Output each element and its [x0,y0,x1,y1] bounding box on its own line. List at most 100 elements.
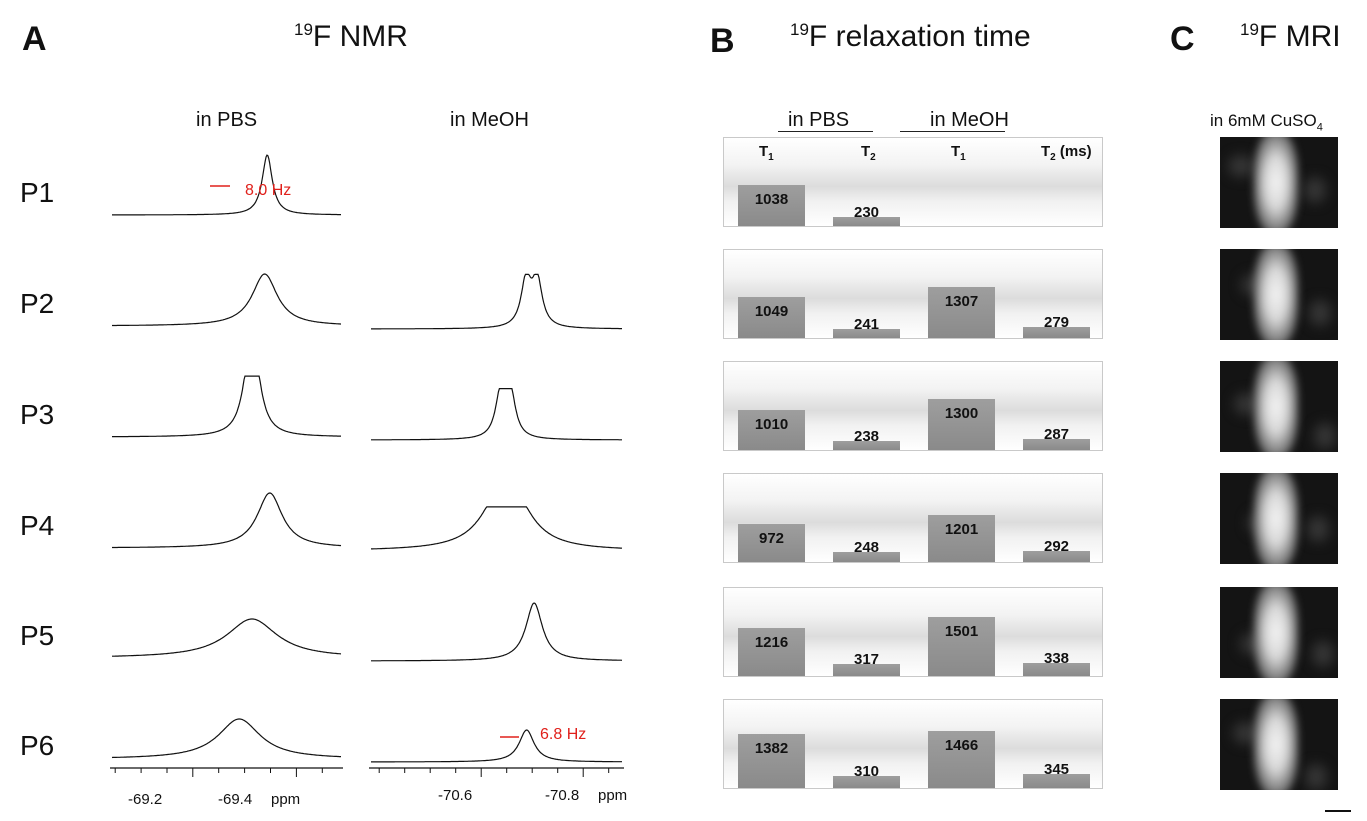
relax-value-label: 310 [853,763,880,780]
title-rest-a: F NMR [312,20,408,53]
relax-bar-p3-2: 1300 [928,399,995,450]
nmr-header-pbs: in PBS [196,109,258,131]
relax-row-p3: 1010 238 1300 287 [723,361,1103,451]
meoh-tick-1: -70.6 [438,787,473,804]
relax-value-label: 1501 [944,623,979,640]
mri-image-p1 [1220,137,1338,228]
relax-col-head-sub: 2 [1050,152,1056,163]
meoh-axis-unit: ppm [598,787,628,804]
relax-bar-p4-0: 972 [738,524,805,562]
relax-header-pbs: in PBS [788,109,850,131]
relax-value-label: 1466 [944,737,979,754]
scale-bar [1325,810,1351,812]
relax-value-label: 1300 [944,405,979,422]
mri-signal [1254,473,1298,564]
relax-col-head-letter: T [1041,143,1051,160]
mri-noise [1233,722,1259,744]
relax-bar-p6-2: 1466 [928,731,995,788]
mri-signal [1254,587,1298,678]
relax-value-label: 317 [853,651,880,668]
nmr-trace-pbs-p5 [112,618,342,657]
row-label-p3: P3 [20,399,55,430]
relax-value-label: 972 [758,530,785,547]
relax-value-label: 1038 [754,191,789,208]
relax-value-label: 248 [853,539,880,556]
relax-value-label: 230 [853,204,880,221]
title-rest-b: F relaxation time [808,20,1031,53]
nmr-trace-meoh-p2 [371,273,622,330]
nmr-trace-meoh-p3 [371,388,622,441]
mri-signal [1254,361,1298,452]
panel-letter-a: A [22,20,47,58]
nmr-trace-pbs-p4 [112,492,342,549]
relax-col-head-letter: T [951,143,961,160]
relax-bar-p5-2: 1501 [928,617,995,676]
relax-header-pbs-rule [778,131,873,132]
panel-letter-c: C [1170,20,1195,58]
nmr-trace-meoh-p6 [371,729,622,763]
nmr-trace-meoh-p5 [371,602,623,662]
relax-col-head-sub: 1 [960,152,966,163]
row-label-p5: P5 [20,620,55,651]
relax-bar-p5-3: 338 [1023,650,1090,676]
relax-col-head-letter: T [861,143,871,160]
mri-noise [1312,641,1334,667]
mri-noise [1309,300,1331,326]
relax-value-label: 338 [1043,650,1070,667]
row-label-p4: P4 [20,510,55,541]
panel-title-b: 19F relaxation time [790,20,1031,54]
relax-col-head-sub: 2 [870,152,876,163]
nmr-trace-pbs-p1 [112,154,341,216]
relax-bar-p3-3: 287 [1023,426,1090,450]
relax-row-p6: 1382 310 1466 345 [723,699,1103,789]
mri-signal [1254,699,1298,790]
relax-bar-p6-3: 345 [1023,761,1090,788]
mri-header: in 6mM CuSO4 [1210,111,1323,133]
relax-value-label: 1216 [754,634,789,651]
relax-bar-p3-1: 238 [833,428,900,450]
relax-row-p2: 1049 241 1307 279 [723,249,1103,339]
nmr-header-meoh: in MeOH [450,109,529,131]
panel-title-a: 19F NMR [294,20,408,54]
row-label-p2: P2 [20,288,55,319]
nmr-trace-pbs-p6 [111,718,341,759]
mri-image-p2 [1220,249,1338,340]
relax-bar-p6-1: 310 [833,763,900,788]
title-rest-c: F MRI [1258,20,1341,53]
relax-bar-p5-1: 317 [833,651,900,676]
meoh-tick-2: -70.8 [545,787,580,804]
mri-signal [1254,249,1298,340]
relax-bar-p5-0: 1216 [738,628,805,676]
relax-bar-p2-1: 241 [833,316,900,338]
mri-image-p5 [1220,587,1338,678]
relax-value-label: 292 [1043,538,1070,555]
relax-value-label: 1382 [754,740,789,757]
relax-value-label: 287 [1043,426,1070,443]
relax-header-meoh: in MeOH [930,109,1009,131]
relax-col-head-3: T2 (ms) [1041,143,1092,163]
relax-row-p1: 1038 230 T1 T2 T1 T2 (ms) [723,137,1103,227]
mri-noise [1307,516,1329,542]
relax-bar-p2-0: 1049 [738,297,805,338]
relax-value-label: 1201 [944,521,979,538]
relax-bar-p1-0: 1038 [738,185,805,226]
pbs-axis-unit: ppm [271,791,301,808]
relax-value-label: 238 [853,428,880,445]
relax-bar-p4-3: 292 [1023,538,1090,562]
mri-noise [1314,423,1336,449]
title-sup-a: 19 [294,20,313,39]
mri-image-p3 [1220,361,1338,452]
relax-col-head-1: T2 [861,143,876,163]
mri-image-p6 [1220,699,1338,790]
relax-col-head-letter: T [759,143,769,160]
panel-letter-b: B [710,22,735,60]
row-label-p1: P1 [20,177,55,208]
row-label-p6: P6 [20,730,55,761]
title-sup-c: 19 [1240,20,1259,39]
title-sup-b: 19 [790,20,809,39]
mri-header-prefix: in 6mM CuSO [1210,111,1317,130]
relax-col-head-sub: 1 [768,152,774,163]
linewidth-label-p1: 8.0 Hz [245,182,292,199]
mri-noise [1234,393,1260,415]
panel-title-c: 19F MRI [1240,20,1341,54]
